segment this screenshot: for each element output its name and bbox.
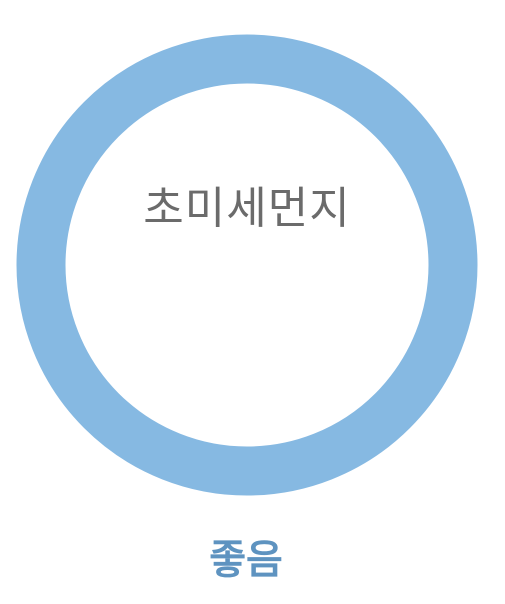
gauge-ring	[16, 34, 478, 496]
gauge-label: 초미세먼지	[143, 183, 351, 234]
gauge-ring-track	[16, 34, 478, 496]
pm25-gauge: 초미세먼지	[16, 34, 478, 496]
air-quality-status: 좋음	[209, 537, 283, 583]
